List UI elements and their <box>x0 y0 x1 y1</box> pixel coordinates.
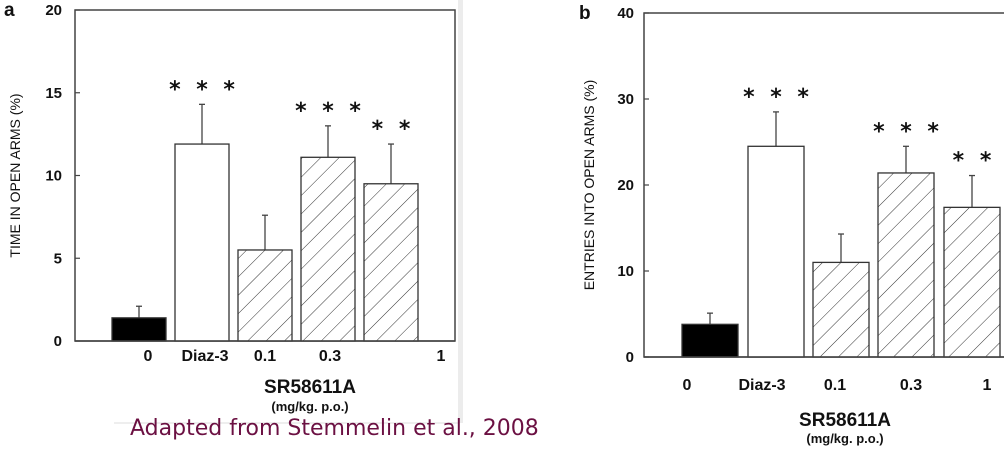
y-tick-label: 0 <box>626 349 634 366</box>
x-tick-label: 0 <box>683 377 692 394</box>
significance-marker: * * <box>372 117 415 142</box>
y-tick-label: 0 <box>54 333 62 350</box>
bar <box>300 156 356 342</box>
panel-b-chart: b 0 10 20 30 40 ENTRIES INTO OPEN ARMS (%) 0 * *… <box>579 3 1004 446</box>
x-axis-unit: (mg/kg. p.o.) <box>806 431 883 446</box>
y-tick-label: 20 <box>617 177 634 194</box>
panel-letter: a <box>4 0 15 21</box>
bar <box>747 145 805 358</box>
panel-letter: b <box>579 3 591 24</box>
y-tick-label: 5 <box>54 250 62 267</box>
x-tick-label: 1 <box>983 377 992 394</box>
bar <box>237 249 293 342</box>
bar <box>174 143 230 342</box>
y-axis-label: TIME IN OPEN ARMS (%) <box>7 93 23 257</box>
significance-marker: * * <box>953 149 996 174</box>
bar <box>681 323 739 358</box>
y-tick-label: 20 <box>45 2 62 19</box>
panel-a-edge <box>458 0 463 423</box>
x-tick-label: 0.3 <box>319 348 341 365</box>
bar <box>111 317 167 342</box>
x-tick-label: 0.1 <box>824 377 846 394</box>
significance-marker: * * * <box>743 85 813 110</box>
significance-marker: * * * <box>873 119 943 144</box>
source-caption: Adapted from Stemmelin et al., 2008 <box>130 416 539 441</box>
bar <box>812 261 870 358</box>
y-tick-label: 40 <box>617 5 634 22</box>
significance-marker: * * * <box>295 99 365 124</box>
bar <box>363 183 419 342</box>
y-tick-label: 15 <box>45 85 62 102</box>
x-axis-unit: (mg/kg. p.o.) <box>271 399 348 414</box>
x-tick-label: Diaz-3 <box>738 377 785 394</box>
y-axis-label: ENTRIES INTO OPEN ARMS (%) <box>581 80 597 291</box>
bar <box>877 172 935 358</box>
y-tick-label: 10 <box>45 168 62 185</box>
significance-marker: * * * <box>169 77 239 102</box>
x-axis-title: SR58611A <box>264 377 356 398</box>
x-tick-label: 1 <box>437 348 446 365</box>
x-tick-label: 0.3 <box>900 377 922 394</box>
x-tick-label: 0 <box>144 348 153 365</box>
y-tick-label: 30 <box>617 91 634 108</box>
x-tick-label: Diaz-3 <box>181 348 228 365</box>
y-tick-label: 10 <box>617 263 634 280</box>
x-axis-title: SR58611A <box>799 410 891 431</box>
x-tick-label: 0.1 <box>254 348 276 365</box>
bar <box>943 206 1001 358</box>
panel-a-chart: a 0 5 10 15 20 TIME IN OPEN ARMS (%) 0 * * * Diaz… <box>4 0 456 414</box>
